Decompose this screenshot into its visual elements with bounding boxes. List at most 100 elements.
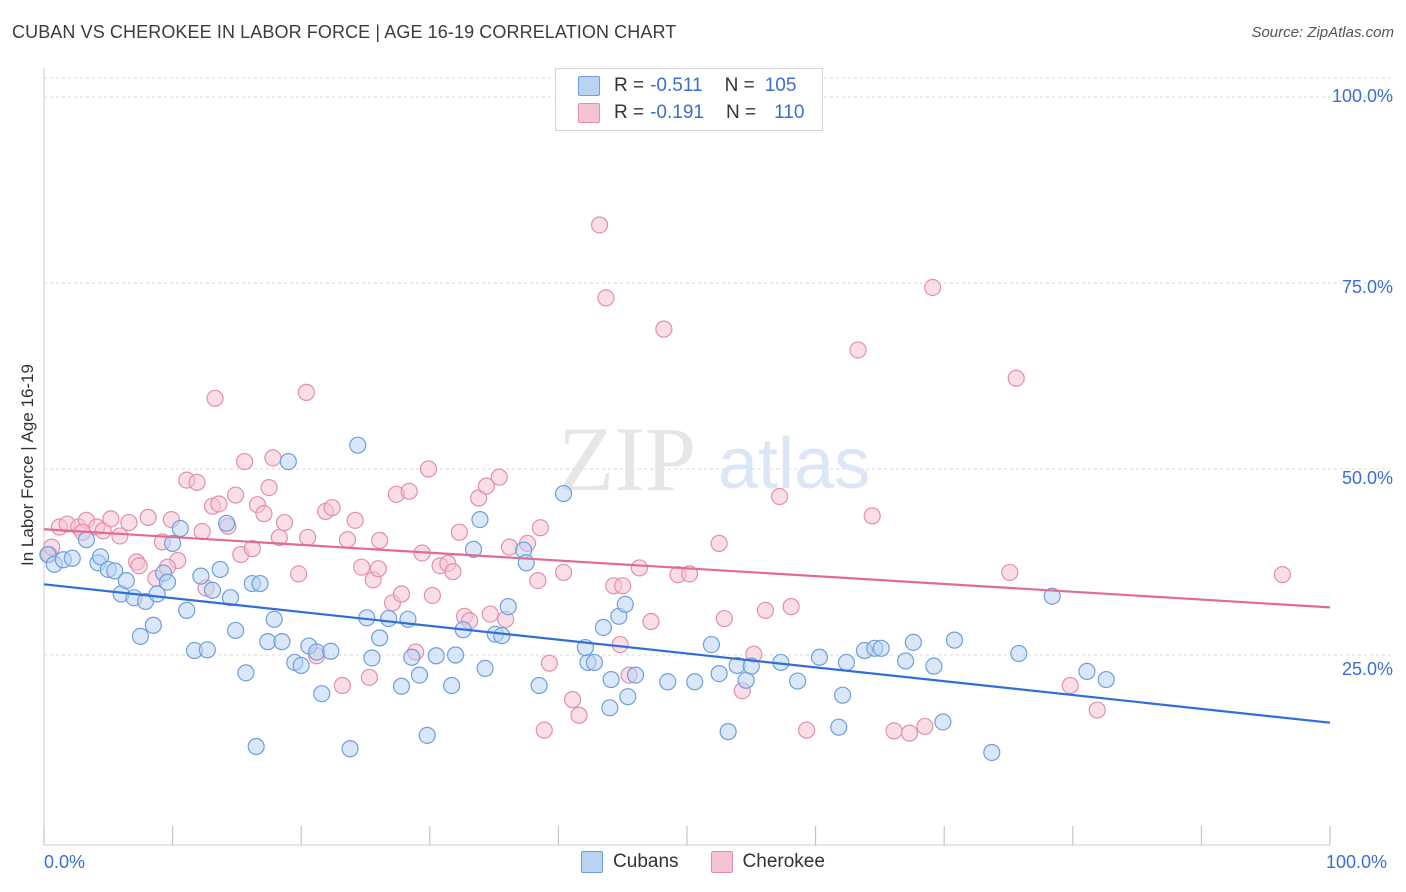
cuban-point: [363, 649, 381, 667]
cuban-point: [203, 581, 222, 599]
watermark: ZIP atlas: [558, 408, 870, 510]
cherokee-point: [188, 473, 206, 491]
cuban-point: [904, 633, 922, 651]
cuban-point: [686, 673, 704, 691]
y-tick-label-25: 25.0%: [1341, 659, 1393, 679]
cuban-point: [322, 642, 340, 660]
cuban-point: [925, 657, 943, 675]
cuban-point: [106, 562, 124, 580]
cherokee-point: [535, 721, 553, 739]
cherokee-point: [529, 571, 547, 590]
cuban-point: [788, 672, 807, 690]
cherokee-point: [885, 722, 903, 740]
cuban-point: [702, 635, 721, 654]
cubans-points: [39, 436, 1115, 762]
n-value: 110: [774, 102, 805, 123]
cuban-point: [464, 540, 483, 558]
cuban-point: [349, 436, 367, 454]
cherokee-point: [236, 452, 254, 471]
x-tick-label-0: 0.0%: [44, 852, 86, 872]
cherokee-point: [916, 717, 934, 736]
cherokee-point: [94, 522, 112, 540]
cuban-point: [211, 560, 229, 579]
cherokee-point: [490, 468, 508, 486]
cuban-point: [897, 652, 915, 670]
cherokee-trend-line: [43, 528, 1331, 609]
cherokee-point: [450, 523, 468, 541]
cherokee-point: [338, 531, 357, 549]
cuban-point: [392, 677, 411, 695]
cherokee-point: [206, 389, 224, 407]
cuban-point: [585, 653, 604, 672]
cuban-point: [221, 589, 240, 607]
cherokee-point: [531, 519, 549, 537]
cuban-point: [446, 646, 465, 664]
cherokee-point: [900, 724, 919, 742]
y-tick-label-50: 50.0%: [1341, 468, 1393, 488]
y-tick-label-75: 75.0%: [1341, 277, 1393, 297]
cuban-point: [659, 673, 677, 691]
cherokee-point: [255, 505, 273, 523]
cuban-point: [313, 685, 331, 703]
cherokee-point: [797, 721, 816, 739]
cuban-point: [945, 631, 964, 649]
cuban-point: [1078, 662, 1096, 680]
cherokee-point: [1007, 369, 1025, 387]
cherokee-point: [419, 460, 438, 478]
cherokee-point: [590, 216, 609, 234]
cherokee-point: [102, 510, 120, 528]
cherokee-point: [369, 560, 387, 578]
cherokee-point: [614, 577, 632, 595]
cuban-point: [934, 713, 952, 731]
cubans-legend-swatch: [581, 851, 604, 873]
cuban-point: [403, 648, 421, 666]
cuban-point: [1043, 587, 1061, 605]
cuban-point: [380, 609, 398, 628]
cubans-swatch: [578, 76, 600, 96]
cherokee-point: [392, 585, 411, 603]
cuban-point: [279, 452, 297, 471]
r-label: R =: [614, 75, 645, 96]
cherokee-point: [260, 479, 278, 497]
cubans-legend-label: Cubans: [613, 851, 679, 872]
cherokee-point: [500, 538, 519, 556]
cuban-point: [251, 574, 269, 593]
cherokee-point: [371, 531, 389, 550]
n-label: N =: [724, 75, 755, 96]
cuban-point: [178, 601, 196, 619]
cherokee-point: [243, 540, 261, 558]
n-label: N =: [725, 102, 757, 123]
legend-item-cubans: Cubans: [581, 851, 679, 873]
cuban-point: [830, 718, 848, 736]
cherokee-point: [264, 449, 282, 467]
cuban-point: [371, 629, 389, 647]
cuban-point: [476, 659, 494, 677]
cuban-point: [1097, 670, 1115, 689]
cuban-point: [443, 676, 461, 695]
cuban-point: [601, 699, 619, 717]
cuban-point: [530, 676, 548, 695]
cuban-point: [341, 740, 359, 758]
r-value: -0.191: [650, 102, 704, 123]
cherokee-point: [423, 586, 441, 605]
cherokee-point: [333, 676, 351, 695]
watermark-atlas: atlas: [718, 424, 870, 504]
axes: [43, 68, 1331, 846]
cuban-point: [837, 653, 856, 672]
cuban-point: [626, 666, 645, 684]
cuban-point: [144, 616, 162, 634]
cubans-trend-line: [43, 583, 1331, 724]
cherokee-point: [275, 513, 294, 532]
cuban-point: [265, 610, 283, 628]
cherokee-point: [715, 609, 733, 628]
x-tick-label-100: 100.0%: [1326, 852, 1388, 872]
legend-row-cherokee: R = -0.191 N = 110: [578, 100, 804, 126]
cuban-point: [198, 641, 216, 659]
correlation-legend: R = -0.511 N = 105 R = -0.191 N = 110: [555, 68, 823, 131]
cherokee-point: [227, 486, 245, 504]
gridlines: [44, 77, 1393, 656]
cherokee-point: [924, 278, 942, 297]
cuban-point: [554, 484, 573, 503]
cuban-point: [872, 639, 890, 657]
cherokee-point: [193, 522, 211, 541]
